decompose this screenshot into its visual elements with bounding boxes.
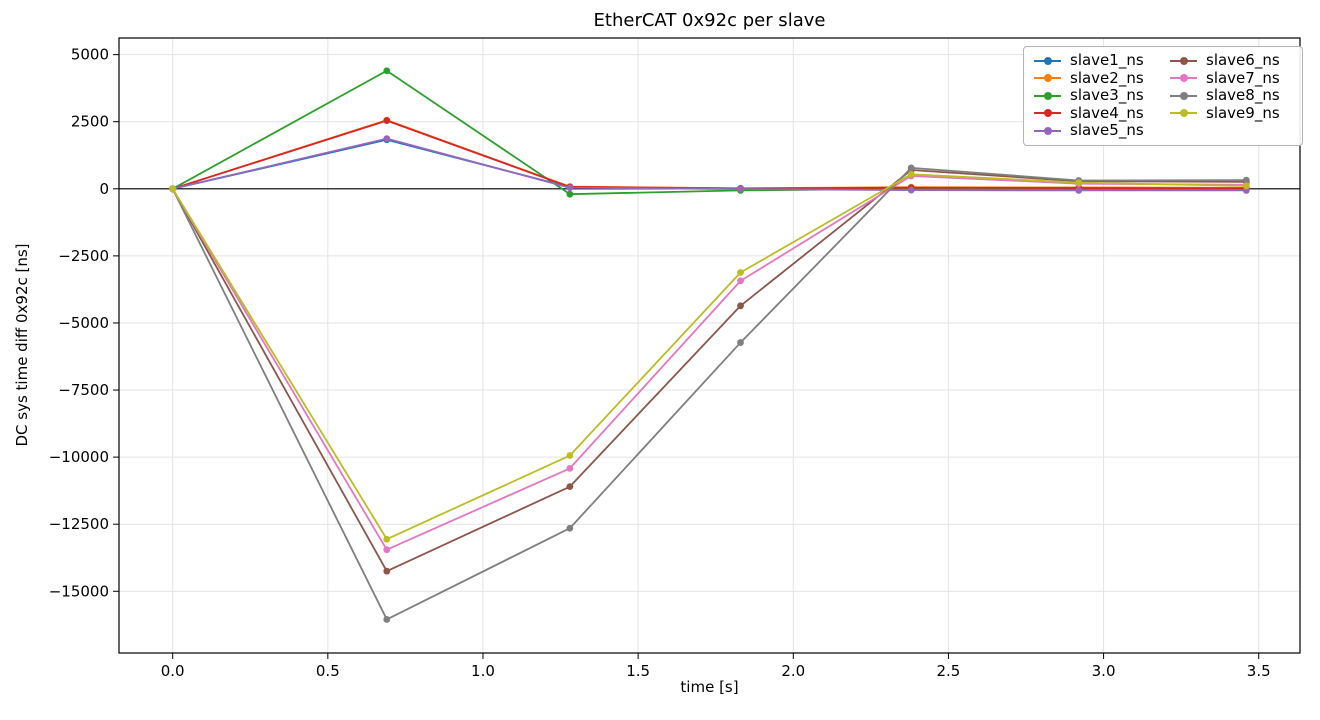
series-line-slave7_ns	[171, 175, 1247, 551]
legend-label: slave3_ns	[1070, 86, 1144, 105]
legend-item-slave6_ns: slave6_ns	[1170, 52, 1292, 70]
data-point-slave6_ns	[566, 483, 574, 491]
series-line-slave8_ns	[171, 166, 1247, 621]
legend-line-marker-icon	[1034, 126, 1061, 135]
legend-line-marker-icon	[1170, 109, 1197, 118]
legend-item-slave7_ns: slave7_ns	[1170, 68, 1292, 88]
legend-dot-icon	[1043, 56, 1052, 65]
y-tick-label: −10000	[49, 448, 109, 466]
legend-line-marker-icon	[1034, 56, 1061, 65]
legend-line-marker-icon	[1034, 91, 1061, 100]
x-tick-label: 0.0	[161, 662, 185, 680]
legend-item-slave8_ns: slave8_ns	[1170, 87, 1292, 105]
legend-dot-icon	[1179, 74, 1188, 83]
data-point-slave5_ns	[737, 185, 744, 193]
y-tick-label: −15000	[49, 582, 109, 600]
legend-label: slave5_ns	[1070, 121, 1144, 140]
y-axis-label: DC sys time diff 0x92c [ns]	[13, 243, 31, 447]
data-point-slave8_ns	[737, 339, 744, 346]
y-tick-label: −7500	[58, 381, 109, 399]
y-tick-label: −5000	[58, 314, 109, 332]
legend-label: slave8_ns	[1206, 86, 1280, 105]
data-point-slave9_ns	[383, 535, 391, 543]
legend-dot-icon	[1043, 91, 1052, 100]
x-axis-label: time [s]	[680, 678, 739, 696]
legend-line-marker-icon	[1034, 74, 1061, 83]
legend-line-marker-icon	[1170, 91, 1197, 100]
data-point-slave8_ns	[383, 616, 391, 623]
data-point-slave8_ns	[1242, 176, 1250, 184]
legend-label: slave6_ns	[1206, 51, 1280, 70]
data-point-slave5_ns	[1075, 187, 1083, 194]
legend-dot-icon	[1043, 126, 1052, 135]
data-point-slave8_ns	[566, 524, 574, 532]
data-point-slave9_ns	[1075, 179, 1083, 187]
data-point-slave3_ns	[383, 67, 391, 75]
x-tick-label: 1.5	[626, 662, 650, 680]
data-point-slave9_ns	[169, 185, 177, 193]
x-tick-label: 2.0	[781, 662, 805, 680]
data-point-slave6_ns	[737, 302, 744, 310]
legend-dot-icon	[1043, 74, 1052, 83]
y-tick-label: −12500	[49, 515, 109, 533]
series-line-slave9_ns	[171, 173, 1247, 541]
legend-dot-icon	[1179, 91, 1188, 100]
x-tick-label: 2.5	[937, 662, 961, 680]
data-point-slave5_ns	[383, 135, 391, 143]
data-point-slave9_ns	[1242, 182, 1250, 190]
data-point-slave8_ns	[907, 164, 915, 172]
legend-item-slave1_ns: slave1_ns	[1034, 52, 1156, 70]
axes-spines	[118, 37, 1301, 654]
data-point-slave9_ns	[566, 452, 574, 459]
data-point-slave4_ns	[383, 117, 391, 125]
x-tick-label: 3.5	[1247, 662, 1271, 680]
data-point-slave7_ns	[737, 277, 744, 285]
data-point-slave3_ns	[566, 190, 574, 198]
legend-item-slave2_ns: slave2_ns	[1034, 68, 1156, 88]
legend-item-slave5_ns: slave5_ns	[1034, 122, 1156, 140]
legend: slave1_ns slave2_ns slave3_ns slave4_ns slav…	[1023, 46, 1303, 146]
data-point-slave9_ns	[907, 170, 915, 178]
data-point-slave5_ns	[566, 184, 574, 192]
legend-label: slave4_ns	[1070, 103, 1144, 122]
data-point-slave9_ns	[737, 269, 744, 276]
legend-item-slave9_ns: slave9_ns	[1170, 103, 1292, 123]
legend-label: slave2_ns	[1070, 68, 1144, 87]
data-point-slave7_ns	[383, 546, 391, 554]
legend-label: slave9_ns	[1206, 103, 1280, 122]
legend-item-slave4_ns: slave4_ns	[1034, 103, 1156, 123]
y-tick-label: 0	[99, 180, 109, 198]
x-tick-label: 0.5	[316, 662, 340, 680]
y-tick-label: 2500	[71, 113, 109, 131]
y-tick-label: −2500	[58, 247, 109, 265]
legend-item-slave3_ns: slave3_ns	[1034, 87, 1156, 105]
y-tick-label: 5000	[71, 46, 109, 64]
legend-dot-icon	[1179, 109, 1188, 118]
legend-label: slave1_ns	[1070, 51, 1144, 70]
data-point-slave6_ns	[383, 567, 391, 575]
legend-label: slave7_ns	[1206, 68, 1280, 87]
legend-dot-icon	[1043, 109, 1052, 118]
legend-dot-icon	[1179, 56, 1188, 65]
legend-line-marker-icon	[1034, 109, 1061, 118]
x-tick-label: 1.0	[471, 662, 495, 680]
data-point-slave7_ns	[566, 464, 574, 472]
legend-line-marker-icon	[1170, 56, 1197, 65]
chart-title: EtherCAT 0x92c per slave	[593, 10, 826, 31]
x-tick-label: 3.0	[1092, 662, 1116, 680]
legend-line-marker-icon	[1170, 74, 1197, 83]
data-point-slave5_ns	[907, 186, 915, 194]
